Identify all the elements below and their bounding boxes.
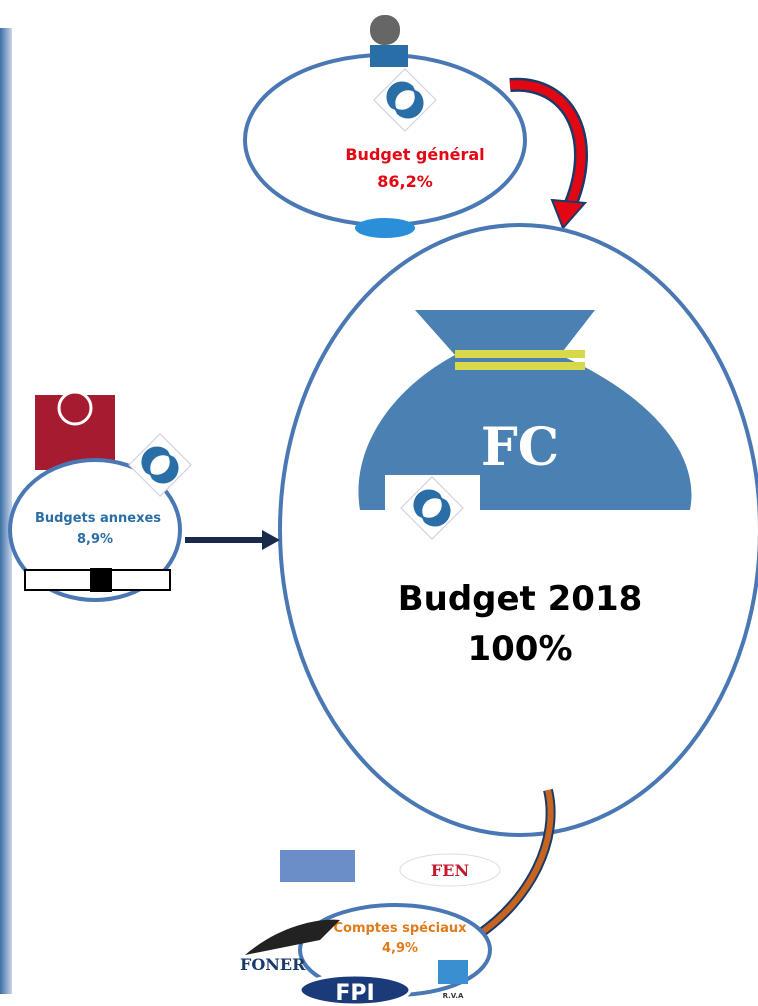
total-ellipse: [278, 223, 758, 837]
annexes-label: Budgets annexes: [35, 511, 161, 526]
side-bar: [0, 28, 12, 994]
logo-image: [280, 850, 355, 882]
total-label: Budget 2018: [398, 579, 643, 619]
annexes-arrowhead: [262, 530, 280, 550]
hospital-cross: [57, 390, 93, 426]
bag-strap: [455, 362, 585, 370]
bag-text: FC: [481, 417, 559, 478]
general-share: 86,2%: [377, 172, 433, 191]
general-ellipse: [243, 53, 527, 227]
total-share: 100%: [467, 629, 572, 669]
fpi-text: FPI: [335, 981, 374, 1006]
speciaux-share: 4,9%: [382, 941, 418, 956]
speciaux-label: Comptes spéciaux: [333, 921, 467, 936]
foner-road: [245, 919, 340, 955]
annexes-share: 8,9%: [77, 532, 113, 547]
general-arrowhead: [550, 198, 588, 230]
service-icon: [355, 218, 415, 238]
speciaux-arrow: [476, 789, 554, 938]
fpi-logo: [298, 973, 412, 1006]
fen-text: FEN: [431, 861, 469, 880]
general-arrow: [509, 80, 586, 212]
bag-strap: [455, 350, 585, 358]
person-icon: [370, 15, 400, 45]
laptop-icon: [370, 45, 408, 67]
general-label: Budget général: [345, 145, 484, 164]
building-door: [90, 568, 112, 592]
fen-logo: [399, 853, 501, 887]
rva-text: R.V.A: [443, 992, 464, 1000]
annexes-ellipse: [8, 458, 182, 602]
rva-flag: [438, 960, 468, 984]
foner-text: FONER: [240, 955, 306, 974]
money-bag: [358, 310, 692, 510]
